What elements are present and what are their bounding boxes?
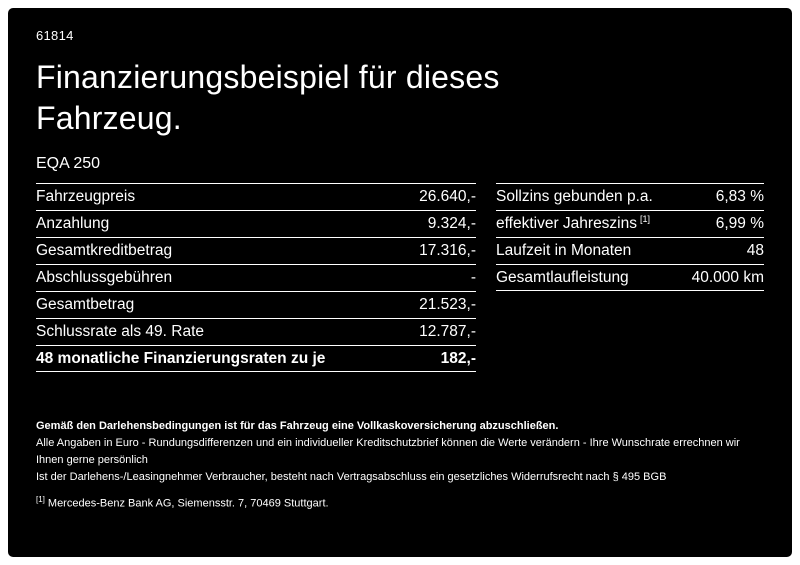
- row-total-credit-amount: Gesamtkreditbetrag 17.316,-: [36, 237, 476, 264]
- row-value: 21.523,-: [419, 296, 476, 313]
- legal-notes: Gemäß den Darlehensbedingungen ist für d…: [36, 418, 764, 513]
- footnote-marker: [1]: [640, 214, 651, 225]
- footnote-text: Mercedes-Benz Bank AG, Siemensstr. 7, 70…: [47, 498, 329, 510]
- row-vehicle-price: Fahrzeugpreis 26.640,-: [36, 183, 476, 210]
- insurance-note: Gemäß den Darlehensbedingungen ist für d…: [36, 420, 559, 433]
- row-total-mileage: Gesamtlaufleistung 40.000 km: [496, 264, 764, 291]
- row-label: Abschlussgebühren: [36, 269, 173, 286]
- row-value: 6,83 %: [715, 188, 764, 205]
- row-label: Gesamtlaufleistung: [496, 268, 629, 286]
- row-label: Anzahlung: [36, 215, 110, 232]
- row-term-months: Laufzeit in Monaten 48: [496, 237, 764, 264]
- row-final-installment: Schlussrate als 49. Rate 12.787,-: [36, 318, 476, 345]
- row-value: 182,-: [440, 349, 476, 367]
- row-value: 17.316,-: [419, 242, 476, 259]
- page-title: Finanzierungsbeispiel für dieses Fahrzeu…: [36, 59, 500, 136]
- euro-note: Alle Angaben in Euro - Rundungsdifferenz…: [36, 437, 740, 467]
- row-label: Fahrzeugpreis: [36, 188, 136, 205]
- row-value: 40.000 km: [691, 268, 764, 286]
- row-label: 48 monatliche Finanzierungsraten zu je: [36, 349, 326, 367]
- vehicle-model: EQA 250: [36, 155, 101, 172]
- row-total-amount: Gesamtbetrag 21.523,-: [36, 291, 476, 318]
- reference-number: 61814: [36, 28, 74, 43]
- withdrawal-note: Ist der Darlehens-/Leasingnehmer Verbrau…: [36, 471, 667, 484]
- row-label: Gesamtbetrag: [36, 296, 135, 313]
- financing-tables: Fahrzeugpreis 26.640,- Anzahlung 9.324,-…: [36, 183, 764, 372]
- row-label: Laufzeit in Monaten: [496, 242, 632, 259]
- row-label: Sollzins gebunden p.a.: [496, 188, 653, 205]
- financing-table: Fahrzeugpreis 26.640,- Anzahlung 9.324,-…: [36, 183, 476, 372]
- row-monthly-installments: 48 monatliche Finanzierungsraten zu je 1…: [36, 345, 476, 372]
- row-label: Schlussrate als 49. Rate: [36, 323, 205, 340]
- row-value: 9.324,-: [427, 215, 476, 232]
- row-value: 26.640,-: [419, 188, 476, 205]
- row-effective-interest: effektiver Jahreszins [1] 6,99 %: [496, 210, 764, 237]
- row-value: -: [470, 269, 476, 286]
- bank-footnote: [1] Mercedes-Benz Bank AG, Siemensstr. 7,…: [36, 491, 764, 513]
- row-down-payment: Anzahlung 9.324,-: [36, 210, 476, 237]
- financing-example-page: 61814 Finanzierungsbeispiel für dieses F…: [8, 8, 792, 557]
- conditions-table: Sollzins gebunden p.a. 6,83 % effektiver…: [496, 183, 764, 372]
- row-label: Gesamtkreditbetrag: [36, 242, 173, 259]
- row-value: 12.787,-: [419, 323, 476, 340]
- row-label: effektiver Jahreszins [1]: [496, 214, 651, 233]
- row-nominal-interest: Sollzins gebunden p.a. 6,83 %: [496, 183, 764, 210]
- row-value: 48: [746, 242, 764, 259]
- row-value: 6,99 %: [715, 215, 764, 232]
- row-closing-fees: Abschlussgebühren -: [36, 264, 476, 291]
- footnote-marker: [1]: [36, 495, 45, 505]
